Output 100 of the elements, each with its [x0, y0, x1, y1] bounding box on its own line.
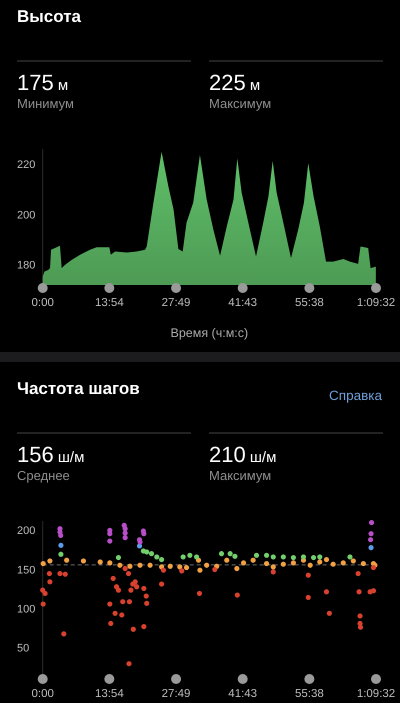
- point: [40, 601, 46, 607]
- point: [370, 565, 376, 570]
- point: [204, 562, 210, 568]
- point: [144, 593, 149, 599]
- point: [290, 560, 296, 566]
- point: [119, 612, 124, 618]
- point: [194, 554, 200, 560]
- x-tick-label: 0:00: [32, 297, 54, 309]
- point: [340, 560, 346, 566]
- point: [141, 586, 146, 592]
- point: [108, 620, 114, 626]
- y-tick-label: 100: [17, 604, 36, 616]
- point: [228, 551, 233, 556]
- text: 210 ш/м: [209, 442, 276, 467]
- point: [368, 545, 374, 550]
- x-tick-label: 55:38: [294, 297, 324, 309]
- x-tick-label: 13:54: [94, 297, 124, 309]
- y-tick-label: 180: [17, 260, 36, 272]
- text: 156 ш/м: [17, 442, 84, 467]
- point: [280, 562, 286, 567]
- point: [110, 576, 116, 582]
- y-tick-label: 200: [17, 209, 36, 222]
- point: [240, 560, 246, 566]
- text: Среднее: [17, 468, 70, 483]
- x-tick-label: 1:09:32: [356, 297, 396, 309]
- point: [368, 520, 374, 526]
- point: [317, 559, 322, 565]
- point: [212, 566, 218, 572]
- point: [356, 589, 362, 594]
- point: [61, 631, 66, 636]
- point: [116, 588, 122, 593]
- point: [122, 566, 128, 572]
- point: [360, 561, 366, 566]
- point: [128, 588, 134, 593]
- point: [158, 582, 164, 587]
- point: [141, 531, 146, 536]
- point: [324, 589, 330, 594]
- point: [306, 594, 311, 600]
- chart-title: Высота: [17, 7, 82, 26]
- text: Справка: [329, 388, 382, 403]
- point: [160, 568, 166, 573]
- point: [107, 560, 112, 566]
- x-tick-label: 41:43: [228, 297, 258, 309]
- point: [250, 558, 256, 563]
- point: [134, 584, 140, 590]
- point: [264, 552, 270, 558]
- point: [117, 562, 122, 568]
- text: Максимум: [209, 468, 272, 483]
- point: [40, 561, 46, 566]
- point: [47, 558, 52, 564]
- point: [137, 562, 143, 568]
- point: [264, 561, 270, 566]
- point: [126, 599, 132, 604]
- point: [57, 570, 63, 576]
- x-tick-label: 55:38: [294, 688, 324, 700]
- point: [218, 551, 224, 556]
- point: [370, 588, 376, 594]
- point: [58, 532, 64, 538]
- point: [64, 558, 70, 563]
- point: [116, 554, 122, 560]
- point: [58, 552, 64, 557]
- y-tick-label: 220: [17, 158, 36, 171]
- point: [184, 565, 190, 570]
- point: [127, 564, 133, 569]
- text: Максимум: [209, 96, 272, 111]
- point: [368, 537, 374, 542]
- point: [187, 552, 192, 558]
- point: [356, 570, 361, 576]
- point: [107, 538, 112, 544]
- x-tick-label: 41:43: [228, 688, 258, 700]
- point: [280, 554, 286, 560]
- point: [234, 592, 240, 598]
- point: [126, 661, 132, 666]
- point: [317, 554, 322, 560]
- point: [120, 599, 126, 604]
- point: [144, 600, 150, 606]
- x-tick-label: 0:00: [32, 688, 54, 700]
- x-tick-label: 13:54: [94, 688, 124, 700]
- point: [270, 569, 276, 574]
- point: [144, 549, 150, 554]
- point: [112, 610, 118, 616]
- point: [179, 568, 184, 574]
- x-tick-label: 27:49: [162, 688, 190, 700]
- y-tick-label: 50: [17, 642, 30, 655]
- point: [177, 564, 182, 570]
- point: [148, 551, 154, 556]
- point: [326, 610, 332, 616]
- x-axis-title: Время (ч:м:с): [170, 326, 248, 340]
- point: [234, 566, 240, 572]
- point: [58, 542, 64, 548]
- text: 225 м: [209, 70, 260, 95]
- point: [168, 564, 173, 569]
- point: [270, 564, 276, 570]
- point: [197, 568, 203, 573]
- text: 175 м: [17, 70, 68, 95]
- point: [330, 562, 336, 567]
- point: [232, 554, 238, 559]
- x-tick-label: 1:09:32: [356, 688, 396, 700]
- point: [42, 590, 48, 596]
- point: [254, 552, 260, 558]
